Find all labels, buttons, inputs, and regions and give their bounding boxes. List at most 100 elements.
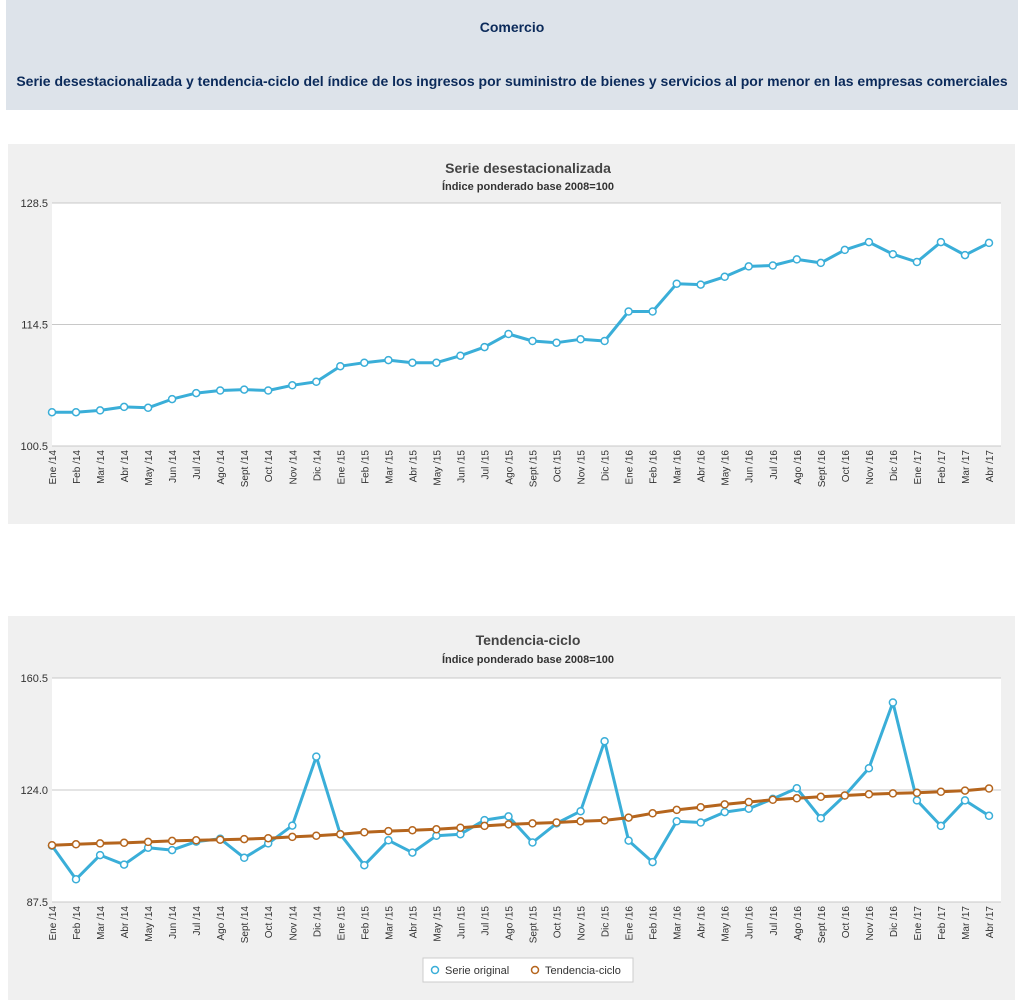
data-point — [432, 825, 441, 834]
x-tick-label: Dic /14 — [312, 906, 323, 938]
data-point — [912, 796, 922, 805]
x-tick-label: Ago /15 — [504, 450, 515, 485]
data-point — [119, 838, 129, 848]
data-point — [912, 257, 922, 267]
x-tick-label: Dic /14 — [312, 450, 323, 482]
section-title: Comercio — [479, 19, 545, 35]
data-point — [167, 836, 177, 846]
x-tick-label: May /14 — [144, 906, 155, 942]
x-tick-label: Jun /16 — [745, 450, 756, 483]
data-point — [840, 791, 850, 800]
data-point — [47, 840, 57, 850]
data-point — [576, 806, 585, 816]
x-tick-label: Jun /14 — [168, 906, 179, 939]
x-tick-label: May /14 — [144, 450, 155, 486]
series-line — [52, 240, 990, 414]
data-point — [528, 838, 537, 847]
legend-box — [422, 957, 634, 983]
x-tick-label: Feb /16 — [649, 450, 660, 484]
data-point — [792, 794, 802, 803]
data-point — [360, 358, 369, 367]
x-tick-label: Feb /15 — [360, 450, 371, 484]
x-tick-label: May /16 — [721, 906, 732, 942]
data-point — [984, 784, 994, 793]
x-tick-label: Feb /14 — [72, 906, 83, 940]
data-point — [119, 860, 129, 869]
section-subtitle: Serie desestacionalizada y tendencia-cic… — [16, 73, 1008, 89]
data-point — [215, 386, 225, 395]
data-point — [239, 385, 249, 394]
data-point — [768, 261, 778, 270]
legend-marker — [530, 965, 540, 975]
x-tick-label: Jul /15 — [480, 906, 491, 936]
legend-label: Serie original — [445, 965, 509, 977]
x-tick-label: Jun /14 — [168, 450, 179, 483]
data-point — [456, 351, 465, 360]
data-point — [167, 845, 177, 855]
data-point — [480, 342, 489, 352]
x-tick-label: Abr /15 — [408, 450, 419, 483]
data-point — [71, 407, 81, 417]
legend-marker — [430, 965, 440, 975]
x-tick-label: Mar /16 — [673, 906, 684, 940]
data-point — [384, 355, 393, 365]
x-tick-label: Jun /15 — [456, 450, 467, 483]
data-point — [95, 406, 105, 415]
data-point — [792, 255, 802, 264]
x-tick-label: Jul /15 — [480, 450, 491, 480]
data-point — [672, 817, 681, 826]
x-tick-label: Feb /17 — [937, 450, 948, 484]
chart-subtitle: Índice ponderado base 2008=100 — [442, 653, 614, 666]
data-point — [384, 836, 393, 845]
data-point — [576, 335, 585, 344]
data-point — [191, 836, 201, 845]
x-tick-label: Jul /14 — [192, 450, 203, 480]
data-point — [648, 857, 657, 867]
data-point — [696, 818, 705, 827]
x-tick-label: Nov /15 — [577, 450, 588, 485]
x-tick-label: Sept /14 — [240, 906, 251, 944]
data-point — [624, 836, 633, 845]
data-point — [816, 258, 826, 268]
data-point — [672, 279, 681, 288]
chart-title: Tendencia-ciclo — [476, 632, 581, 648]
chart-title: Serie desestacionalizada — [445, 160, 611, 176]
data-point — [408, 825, 417, 835]
data-point — [888, 698, 898, 707]
data-point — [888, 789, 898, 798]
data-point — [840, 245, 850, 255]
legend-label: Tendencia-ciclo — [545, 965, 621, 977]
x-tick-label: Oct /16 — [841, 906, 852, 939]
data-point — [624, 813, 633, 822]
seasonally-adjusted-chart-panel: Serie desestacionalizada Índice ponderado… — [8, 144, 1015, 524]
data-point — [720, 807, 729, 817]
data-point — [456, 823, 465, 832]
data-point — [744, 797, 753, 807]
y-tick-label: 114.5 — [21, 320, 48, 332]
x-tick-label: Ene /16 — [625, 450, 636, 485]
x-tick-label: Oct /16 — [841, 450, 852, 483]
data-point — [576, 817, 585, 826]
x-tick-label: Jul /16 — [769, 906, 780, 936]
legend: Serie original Tendencia-ciclo — [422, 957, 634, 983]
x-tick-label: Nov /14 — [288, 450, 299, 485]
data-point — [600, 736, 609, 746]
x-tick-label: Feb /16 — [649, 906, 660, 940]
data-point — [600, 336, 609, 346]
data-point — [336, 829, 345, 839]
x-tick-label: Dic /16 — [889, 450, 900, 482]
data-point — [312, 377, 321, 387]
data-point — [360, 860, 369, 870]
data-point — [119, 402, 129, 412]
x-tick-label: Ene /15 — [336, 450, 347, 485]
x-tick-label: Abr /15 — [408, 906, 419, 939]
data-point — [984, 811, 994, 821]
seasonally-adjusted-chart: Serie desestacionalizada Índice ponderado… — [20, 160, 1001, 487]
x-tick-label: Abr /17 — [985, 450, 996, 483]
data-point — [263, 833, 273, 843]
x-tick-label: Ene /14 — [48, 906, 59, 941]
data-point — [936, 821, 946, 831]
x-tick-label: Abr /16 — [697, 906, 708, 939]
x-tick-label: Ago /16 — [793, 450, 804, 485]
x-tick-label: Dic /15 — [601, 906, 612, 938]
